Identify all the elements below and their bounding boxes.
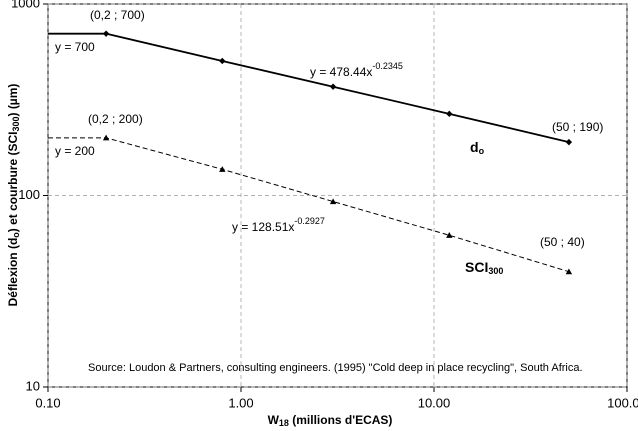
x-tick-label: 0.10 xyxy=(35,395,60,410)
data-point xyxy=(565,268,573,275)
annotation: (0,2 ; 200) xyxy=(88,112,143,126)
source-note: Source: Loudon & Partners, consulting en… xyxy=(88,362,583,374)
grid xyxy=(43,3,628,392)
series-line xyxy=(48,137,570,273)
series-label: do xyxy=(470,139,485,157)
data-point xyxy=(219,57,226,65)
series-label-text: SCI xyxy=(465,259,488,275)
y-axis-title: Déflexion (do) et courbure (SCI300) (µm) xyxy=(6,84,21,307)
data-point xyxy=(446,232,453,238)
annotation: (50 ; 190) xyxy=(552,120,603,134)
data-point xyxy=(329,198,337,205)
x-title-text: W xyxy=(268,413,280,427)
x-tick-label: 10.00 xyxy=(418,395,451,410)
data-point xyxy=(102,30,110,37)
x-title-rest: (millions d'ECAS) xyxy=(289,413,393,427)
equation: y = 478.44x-0.2345 xyxy=(310,61,403,79)
data-point xyxy=(329,83,337,90)
x-axis-title: W18 (millions d'ECAS) xyxy=(268,413,393,428)
marks xyxy=(48,30,573,275)
x-tick-label: 100.00 xyxy=(607,395,638,410)
y-tick-label: 100 xyxy=(18,187,40,202)
series-label-sub: 300 xyxy=(488,266,503,276)
eq-text: y = 478.44x xyxy=(310,65,372,79)
data-point xyxy=(446,110,453,118)
y-title-part: ) (µm) xyxy=(6,84,20,117)
eq-exponent: -0.2927 xyxy=(294,216,325,226)
x-title-sub: 18 xyxy=(279,418,289,428)
data-point xyxy=(565,138,573,146)
y-title-part: ) et courbure (SCI xyxy=(6,132,20,233)
y-tick-label: 1000 xyxy=(11,0,40,10)
series-line xyxy=(48,32,570,143)
series-label: SCI300 xyxy=(465,259,503,277)
series-label-sub: o xyxy=(479,146,485,156)
y-title-sub: o xyxy=(11,232,21,238)
annotation: (50 ; 40) xyxy=(540,235,585,249)
y-title-sub: 300 xyxy=(11,117,21,132)
y-tick-label: 10 xyxy=(26,378,40,393)
y-title-part: Déflexion (d xyxy=(6,238,20,307)
eq-exponent: -0.2345 xyxy=(372,61,403,71)
series-label-text: d xyxy=(470,139,479,155)
equation: y = 128.51x-0.2927 xyxy=(232,216,325,234)
eq-text: y = 128.51x xyxy=(232,220,294,234)
data-point xyxy=(102,134,110,141)
x-tick-label: 1.00 xyxy=(228,395,253,410)
annotation: (0,2 ; 700) xyxy=(90,8,145,22)
annotation: y = 200 xyxy=(55,144,95,158)
data-point xyxy=(219,166,226,172)
annotation: y = 700 xyxy=(55,40,95,54)
